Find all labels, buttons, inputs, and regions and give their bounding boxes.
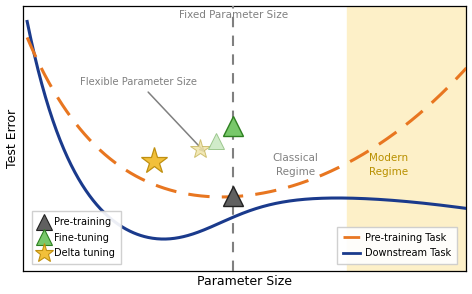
Text: Modern
Regime: Modern Regime <box>369 153 408 177</box>
X-axis label: Parameter Size: Parameter Size <box>197 275 292 288</box>
Text: Classical
Regime: Classical Regime <box>273 153 319 177</box>
Text: Flexible Parameter Size: Flexible Parameter Size <box>80 77 204 151</box>
Y-axis label: Test Error: Test Error <box>6 109 18 168</box>
Bar <box>346 6 466 271</box>
Text: Fixed Parameter Size: Fixed Parameter Size <box>179 9 288 19</box>
Legend: Pre-training Task, Downstream Task: Pre-training Task, Downstream Task <box>337 227 457 264</box>
